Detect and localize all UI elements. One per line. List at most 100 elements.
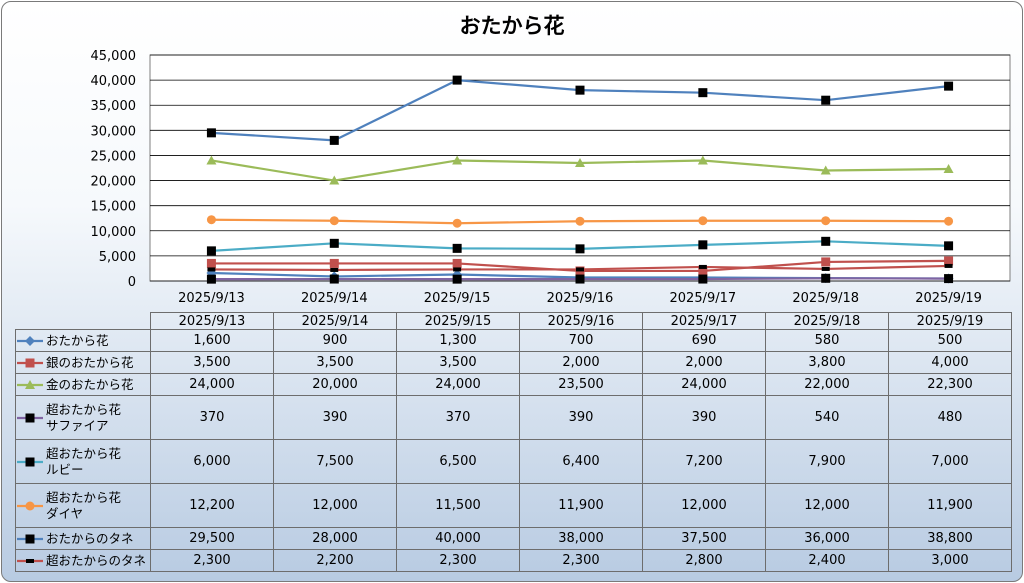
y-tick-label: 5,000 — [99, 250, 136, 265]
data-point — [821, 273, 831, 283]
legend-marker — [25, 534, 35, 543]
legend-marker — [25, 501, 35, 510]
legend-marker — [25, 413, 35, 422]
table-cell: 500 — [888, 329, 1012, 352]
data-point — [821, 95, 831, 105]
table-cell: 38,800 — [888, 527, 1012, 550]
legend-cell: 超おたからのタネ — [15, 549, 151, 572]
data-point — [575, 274, 585, 284]
table-row: 超おたから花 ダイヤ 12,200 12,000 11,500 11,900 12,000 1… — [15, 483, 1012, 528]
legend-label: 超おたから花 サファイア — [46, 402, 121, 434]
legend-key — [17, 501, 43, 510]
legend-label: 金のおたから花 — [46, 377, 134, 393]
legend-label-line: 金のおたから花 — [46, 376, 134, 392]
table-cell: 900 — [273, 329, 397, 352]
legend-label-line: ダイヤ — [46, 505, 84, 521]
data-point — [575, 244, 585, 254]
legend-label: 超おたから花 ルビー — [46, 446, 121, 478]
data-point — [821, 266, 830, 271]
table-cell: 3,500 — [396, 351, 520, 374]
legend-marker — [25, 335, 35, 346]
legend-label: 超おたから花 ダイヤ — [46, 490, 121, 522]
table-cell: 20,000 — [273, 373, 397, 396]
table-cell: 2,300 — [150, 549, 274, 572]
data-point — [576, 267, 584, 272]
table-cell: 12,000 — [765, 483, 889, 528]
y-tick-label: 0 — [128, 275, 136, 290]
table-cell: 690 — [642, 329, 766, 352]
table-header-date: 2025/9/15 — [396, 312, 520, 330]
data-point — [329, 274, 339, 284]
data-point — [206, 215, 216, 225]
table-row: 超おたから花 サファイア 370 390 370 390 390 540 480 — [15, 395, 1012, 440]
table-header-date: 2025/9/18 — [765, 312, 889, 330]
table-cell: 370 — [150, 395, 274, 440]
table-cell: 3,500 — [150, 351, 274, 374]
legend-marker — [25, 379, 35, 389]
table-cell: 7,200 — [642, 439, 766, 484]
table-cell: 12,000 — [273, 483, 397, 528]
table-header-date: 2025/9/19 — [888, 312, 1012, 330]
legend-label: おたから花 — [46, 333, 109, 349]
data-point — [698, 274, 708, 284]
table-cell: 24,000 — [396, 373, 520, 396]
y-tick-label: 40,000 — [91, 74, 137, 89]
data-table: 2025/9/13 2025/9/14 2025/9/15 2025/9/16 2025… — [15, 312, 1012, 572]
table-cell: 28,000 — [273, 527, 397, 550]
table-cell: 23,500 — [519, 373, 643, 396]
legend-label-line: 銀のおたから花 — [46, 354, 134, 370]
series-5 — [206, 215, 954, 228]
data-point — [944, 263, 953, 268]
table-cell: 7,500 — [273, 439, 397, 484]
y-tick-label: 15,000 — [91, 200, 137, 215]
table-cell: 12,200 — [150, 483, 274, 528]
table-header-date: 2025/9/13 — [150, 312, 274, 330]
legend-label-line: サファイア — [46, 417, 109, 433]
table-cell: 480 — [888, 395, 1012, 440]
data-point — [944, 241, 954, 251]
x-tick-label: 2025/9/16 — [547, 291, 614, 306]
table-row: 金のおたから花 24,000 20,000 24,000 23,500 24,000 22,… — [15, 373, 1012, 396]
legend-label-line: 超おたから花 — [46, 401, 122, 417]
data-point — [329, 238, 339, 248]
data-point — [698, 88, 708, 98]
data-point — [452, 155, 463, 165]
legend-key — [17, 534, 43, 543]
data-point — [944, 216, 954, 226]
x-tick-label: 2025/9/17 — [670, 291, 737, 306]
data-point — [698, 266, 708, 276]
table-cell: 40,000 — [396, 527, 520, 550]
table-cell: 29,500 — [150, 527, 274, 550]
table-cell: 2,800 — [642, 549, 766, 572]
legend-marker — [26, 558, 34, 563]
legend-key — [17, 413, 43, 422]
data-point — [206, 258, 216, 268]
table-cell: 24,000 — [642, 373, 766, 396]
data-point — [453, 267, 462, 272]
data-point — [697, 155, 708, 165]
x-tick-label: 2025/9/15 — [424, 291, 491, 306]
table-row: 銀のおたから花 3,500 3,500 3,500 2,000 2,000 3,800 4,0… — [15, 351, 1012, 374]
table-cell: 6,500 — [396, 439, 520, 484]
legend-label-line: 超おたから花 — [46, 445, 122, 461]
table-cell: 2,200 — [273, 549, 397, 572]
data-point — [452, 258, 462, 268]
legend-marker — [25, 358, 35, 367]
legend-cell: おたから花 — [15, 329, 151, 352]
data-point — [821, 236, 831, 246]
x-tick-label: 2025/9/14 — [301, 291, 368, 306]
legend-marker — [25, 457, 35, 466]
table-cell: 3,000 — [888, 549, 1012, 572]
table-cell: 2,400 — [765, 549, 889, 572]
legend-cell: 超おたから花 ダイヤ — [15, 483, 151, 528]
data-point — [698, 216, 708, 226]
y-tick-label: 35,000 — [91, 99, 137, 114]
table-cell: 11,900 — [888, 483, 1012, 528]
data-point — [452, 218, 462, 228]
table-cell: 2,300 — [519, 549, 643, 572]
series-7 — [207, 263, 953, 272]
table-cell: 22,000 — [765, 373, 889, 396]
data-point — [575, 216, 585, 226]
data-point — [944, 256, 954, 266]
